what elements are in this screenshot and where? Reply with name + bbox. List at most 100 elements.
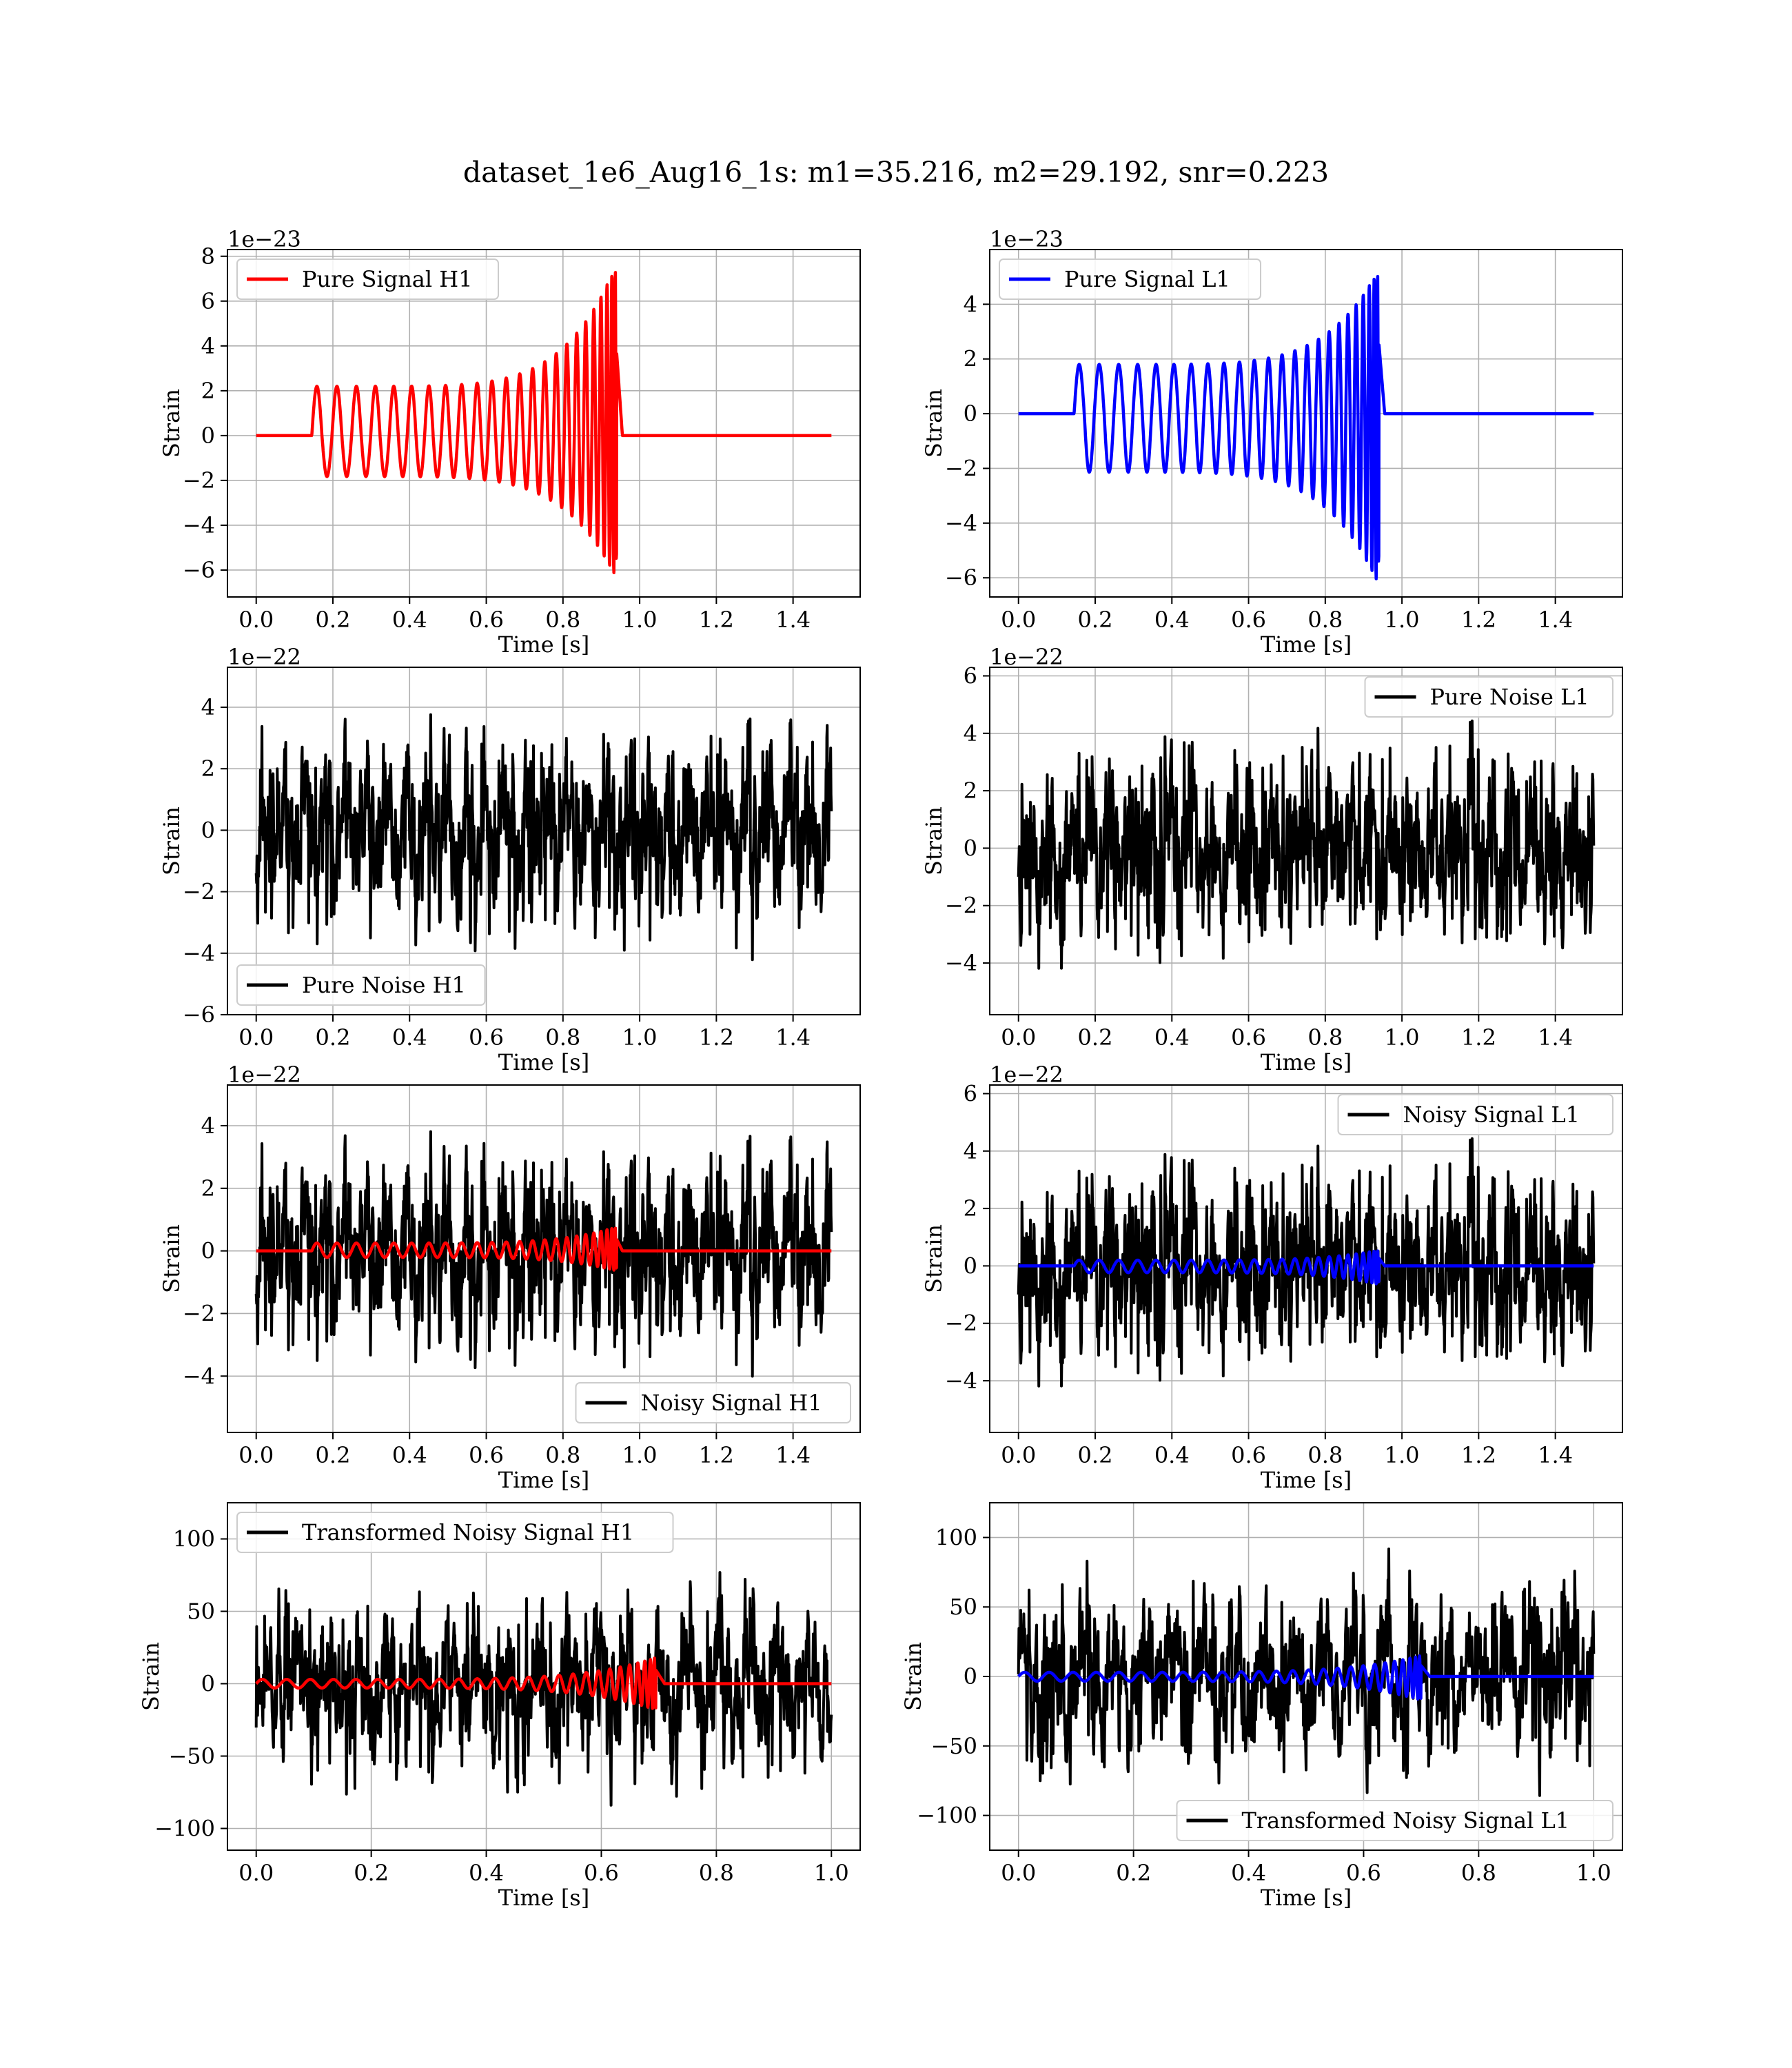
axis-offset-text: 1e−23 — [990, 226, 1063, 252]
legend-label: Pure Signal H1 — [302, 266, 473, 292]
x-tick-label: 0.6 — [469, 1024, 504, 1051]
y-tick-label: 0 — [964, 1663, 977, 1690]
legend-frame — [236, 1512, 674, 1553]
x-tick-label: 0.6 — [469, 607, 504, 633]
y-tick-label: −50 — [930, 1733, 977, 1759]
x-tick-label: 0.8 — [1307, 607, 1343, 633]
y-tick-label: 2 — [964, 778, 977, 804]
x-tick-label: 0.6 — [584, 1860, 619, 1886]
y-axis-label: Strain — [159, 389, 185, 458]
axes-frame — [227, 1084, 861, 1433]
x-tick-label: 0.2 — [316, 1024, 351, 1051]
y-tick-label: 6 — [201, 288, 215, 314]
x-tick-label: 0.4 — [1154, 1024, 1190, 1051]
y-tick-label: 4 — [964, 1138, 977, 1164]
y-tick-label: −2 — [183, 1300, 215, 1326]
legend-frame — [1176, 1800, 1613, 1841]
legend-frame — [575, 1382, 851, 1423]
noise-series-line — [254, 1571, 833, 1807]
y-tick-label: 50 — [949, 1594, 977, 1620]
signal-series-line — [1017, 1654, 1596, 1701]
y-tick-label: 4 — [201, 333, 215, 359]
y-tick-label: 0 — [964, 1253, 977, 1279]
y-axis-label: Strain — [900, 1642, 926, 1711]
signal-series-line — [254, 271, 833, 574]
y-axis-label: Strain — [159, 807, 185, 875]
x-tick-label: 0.6 — [1231, 1024, 1266, 1051]
y-tick-label: 6 — [964, 662, 977, 689]
y-tick-label: −6 — [945, 565, 977, 591]
y-tick-label: 0 — [201, 1238, 215, 1264]
x-tick-label: 0.0 — [1001, 1442, 1036, 1468]
legend-frame — [1337, 1094, 1613, 1135]
x-tick-label: 0.8 — [545, 1442, 580, 1468]
x-axis-label: Time [s] — [498, 1885, 589, 1911]
x-tick-label: 0.8 — [1307, 1024, 1343, 1051]
subplot-4: 0.0 0.2 0.4 0.6 0.8 1.0 1.2 1.4 −4 −2 0 2 4 6 1e−22 Tim… — [921, 644, 1623, 1075]
legend: Pure Noise L1 — [1364, 676, 1613, 718]
x-tick-label: 0.4 — [1154, 1442, 1190, 1468]
y-tick-label: 0 — [201, 1671, 215, 1697]
x-tick-label: 1.2 — [699, 1024, 734, 1051]
y-tick-label: 0 — [964, 835, 977, 861]
y-tick-label: −6 — [183, 557, 215, 583]
x-tick-label: 0.4 — [1231, 1860, 1266, 1886]
y-tick-label: 4 — [201, 1113, 215, 1139]
noise-series-line — [254, 713, 833, 962]
y-tick-label: −100 — [917, 1803, 977, 1829]
y-tick-label: −4 — [183, 940, 215, 966]
legend-label: Pure Signal L1 — [1064, 266, 1230, 292]
axes-frame — [989, 1084, 1623, 1433]
x-axis-label: Time [s] — [498, 1049, 589, 1075]
x-tick-label: 1.0 — [1385, 607, 1420, 633]
y-tick-label: 100 — [935, 1524, 977, 1550]
x-tick-label: 0.4 — [392, 1442, 427, 1468]
legend: Transformed Noisy Signal H1 — [236, 1512, 674, 1553]
x-tick-label: 0.2 — [316, 1442, 351, 1468]
signal-series-line — [254, 1226, 833, 1272]
x-tick-label: 1.2 — [699, 1442, 734, 1468]
x-tick-label: 0.2 — [1078, 607, 1113, 633]
x-axis-label: Time [s] — [1261, 1467, 1352, 1493]
axis-offset-text: 1e−22 — [990, 1062, 1063, 1088]
x-tick-label: 0.2 — [354, 1860, 389, 1886]
x-tick-label: 1.0 — [1576, 1860, 1611, 1886]
y-tick-label: −2 — [945, 455, 977, 481]
legend-label: Pure Noise L1 — [1430, 684, 1589, 710]
y-axis-label: Strain — [921, 389, 947, 458]
x-tick-label: 1.4 — [1538, 607, 1573, 633]
x-tick-label: 1.2 — [1461, 1442, 1496, 1468]
noise-series-line — [1017, 719, 1596, 970]
y-tick-label: 0 — [201, 423, 215, 449]
axes-frame — [227, 249, 861, 598]
axis-offset-text: 1e−23 — [227, 226, 301, 252]
figure-title: dataset_1e6_Aug16_1s: m1=35.216, m2=29.1… — [462, 156, 1330, 189]
y-axis-label: Strain — [921, 1224, 947, 1293]
x-tick-label: 0.0 — [238, 1442, 274, 1468]
subplot-8: 0.0 0.2 0.4 0.6 0.8 1.0 −100 −50 0 50 100 Time [s] S… — [900, 1502, 1623, 1911]
subplot-1: 0.0 0.2 0.4 0.6 0.8 1.0 1.2 1.4 −6 −4 −2 0 2 4 6 8 1e−23… — [159, 226, 861, 658]
x-tick-label: 0.0 — [238, 1024, 274, 1051]
legend-label: Noisy Signal H1 — [641, 1390, 822, 1416]
legend-label: Transformed Noisy Signal L1 — [1242, 1807, 1570, 1834]
legend-frame — [999, 258, 1261, 300]
x-axis-label: Time [s] — [1261, 1885, 1352, 1911]
x-tick-label: 1.2 — [1461, 1024, 1496, 1051]
subplot-6: 0.0 0.2 0.4 0.6 0.8 1.0 1.2 1.4 −4 −2 0 2 4 6 1e−22 Tim… — [921, 1062, 1623, 1493]
noise-series-line — [1017, 1548, 1596, 1797]
x-tick-label: 1.0 — [622, 607, 658, 633]
legend: Pure Noise H1 — [236, 964, 486, 1006]
x-tick-label: 0.8 — [699, 1860, 734, 1886]
x-tick-label: 0.0 — [1001, 607, 1036, 633]
legend-label: Pure Noise H1 — [302, 972, 466, 998]
y-tick-label: 6 — [964, 1080, 977, 1106]
axes-frame — [227, 667, 861, 1015]
y-tick-label: 0 — [964, 401, 977, 427]
axes-frame — [989, 249, 1623, 598]
noise-series-line — [254, 1130, 833, 1378]
x-tick-label: 0.2 — [316, 607, 351, 633]
y-tick-label: 0 — [201, 817, 215, 843]
x-tick-label: 0.4 — [392, 607, 427, 633]
legend: Transformed Noisy Signal L1 — [1176, 1800, 1613, 1841]
